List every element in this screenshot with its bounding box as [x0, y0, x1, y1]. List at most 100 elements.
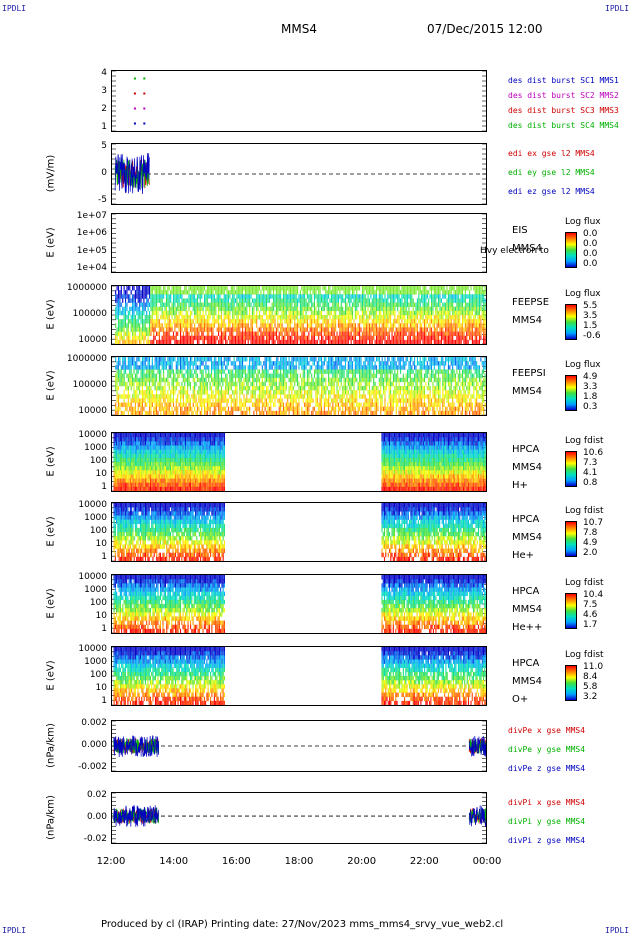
ytick-hpca_h: 1000: [47, 443, 107, 453]
colorbar-value-hpca_hepp: 1.7: [583, 620, 597, 630]
ytick-hpca_h: 1: [47, 482, 107, 492]
ytick-hpca_h: 10000: [47, 430, 107, 440]
colorbar-value-eis: 0.0: [583, 229, 597, 239]
colorbar-feepsi: [565, 375, 577, 411]
plot-divpe: [112, 721, 486, 771]
instrument-feepse-0: FEEPSE: [512, 297, 549, 308]
ytick-eis: 1e+05: [47, 246, 107, 256]
colorbar-value-hpca_h: 10.6: [583, 448, 603, 458]
colorbar-value-feepsi: 3.3: [583, 382, 597, 392]
colorbar-value-hpca_h: 0.8: [583, 478, 597, 488]
plot-hpca_h: [112, 433, 486, 491]
plot-burst: [112, 71, 486, 131]
colorbar-value-hpca_he: 4.9: [583, 538, 597, 548]
panel-feepsi: [111, 356, 487, 416]
legend-divpe-2: divPe z gse MMS4: [508, 764, 585, 773]
ytick-feepsi: 1000000: [47, 354, 107, 364]
ytick-edi: 5: [47, 141, 107, 151]
colorbar-value-hpca_o: 5.8: [583, 682, 597, 692]
instrument-hpca_h-2: H+: [512, 480, 528, 491]
instrument-hpca_hepp-2: He++: [512, 622, 542, 633]
instrument-hpca_o-1: MMS4: [512, 676, 542, 687]
colorbar-hpca_h: [565, 451, 577, 487]
colorbar-title-feepse: Log flux: [565, 289, 601, 299]
burst-mark: [134, 123, 136, 125]
panel-edi: [111, 143, 487, 205]
panel-hpca_h: [111, 432, 487, 492]
panel-hpca_hepp: [111, 574, 487, 634]
panel-feepse: [111, 285, 487, 345]
burst-mark: [143, 123, 145, 125]
colorbar-value-hpca_hepp: 4.6: [583, 610, 597, 620]
ytick-divpi: 0.02: [47, 790, 107, 800]
instrument-hpca_he-1: MMS4: [512, 532, 542, 543]
instrument-feepsi-1: MMS4: [512, 386, 542, 397]
plot-feepsi: [112, 357, 486, 415]
date-title: 07/Dec/2015 12:00: [427, 22, 543, 36]
ytick-burst: 1: [47, 122, 107, 132]
ytick-divpe: 0.000: [47, 740, 107, 750]
ytick-burst: 2: [47, 104, 107, 114]
instrument-hpca_o-0: HPCA: [512, 658, 539, 669]
colorbar-title-eis: Log flux: [565, 217, 601, 227]
legend-edi-1: edi ey gse l2 MMS4: [508, 168, 595, 177]
instrument-hpca_h-0: HPCA: [512, 444, 539, 455]
ytick-feepsi: 100000: [47, 380, 107, 390]
instrument-hpca_h-1: MMS4: [512, 462, 542, 473]
legend-edi-2: edi ez gse l2 MMS4: [508, 187, 595, 196]
burst-mark: [143, 108, 145, 110]
instrument-hpca_he-2: He+: [512, 550, 534, 561]
legend-burst-0: des dist burst SC1 MMS1: [508, 76, 619, 85]
ytick-hpca_he: 10000: [47, 500, 107, 510]
legend-burst-2: des dist burst SC3 MMS3: [508, 106, 619, 115]
ytick-hpca_o: 10: [47, 683, 107, 693]
colorbar-value-feepsi: 0.3: [583, 402, 597, 412]
ytick-hpca_hepp: 1: [47, 624, 107, 634]
ytick-hpca_o: 1000: [47, 657, 107, 667]
ytick-hpca_he: 10: [47, 539, 107, 549]
colorbar-value-eis: 0.0: [583, 249, 597, 259]
colorbar-eis: [565, 232, 577, 268]
instrument-eis-1: MMS4: [512, 243, 542, 254]
ytick-hpca_hepp: 10: [47, 611, 107, 621]
ytick-hpca_hepp: 1000: [47, 585, 107, 595]
colorbar-value-hpca_o: 11.0: [583, 662, 603, 672]
ytick-divpi: -0.02: [47, 834, 107, 844]
colorbar-value-eis: 0.0: [583, 239, 597, 249]
footer-text: Produced by cl (IRAP) Printing date: 27/…: [101, 919, 503, 930]
colorbar-value-hpca_he: 2.0: [583, 548, 597, 558]
colorbar-value-feepse: 5.5: [583, 301, 597, 311]
legend-burst-1: des dist burst SC2 MMS2: [508, 91, 619, 100]
ytick-hpca_h: 10: [47, 469, 107, 479]
ytick-hpca_he: 1000: [47, 513, 107, 523]
legend-divpi-1: divPi y gse MMS4: [508, 817, 585, 826]
burst-mark: [143, 93, 145, 95]
ytick-divpe: 0.002: [47, 718, 107, 728]
colorbar-title-hpca_h: Log fdist: [565, 436, 604, 446]
instrument-eis-0: EIS: [512, 225, 528, 236]
colorbar-value-feepsi: 1.8: [583, 392, 597, 402]
panel-divpe: [111, 720, 487, 772]
colorbar-hpca_o: [565, 665, 577, 701]
plot-edi: [112, 144, 486, 204]
ytick-hpca_h: 100: [47, 456, 107, 466]
ytick-hpca_hepp: 100: [47, 598, 107, 608]
colorbar-value-eis: 0.0: [583, 259, 597, 269]
ytick-feepse: 100000: [47, 309, 107, 319]
colorbar-value-feepse: -0.6: [583, 331, 601, 341]
colorbar-title-hpca_hepp: Log fdist: [565, 578, 604, 588]
ytick-burst: 4: [47, 68, 107, 78]
colorbar-value-hpca_he: 7.8: [583, 528, 597, 538]
ytick-eis: 1e+04: [47, 263, 107, 273]
instrument-feepse-1: MMS4: [512, 315, 542, 326]
instrument-feepsi-0: FEEPSI: [512, 368, 546, 379]
ytick-hpca_o: 100: [47, 670, 107, 680]
colorbar-value-hpca_h: 7.3: [583, 458, 597, 468]
colorbar-value-hpca_o: 8.4: [583, 672, 597, 682]
legend-divpe-0: divPe x gse MMS4: [508, 726, 585, 735]
ytick-hpca_o: 10000: [47, 644, 107, 654]
instrument-hpca_o-2: O+: [512, 694, 528, 705]
instrument-hpca_hepp-0: HPCA: [512, 586, 539, 597]
panel-eis: [111, 213, 487, 273]
plot-divpi: [112, 793, 486, 843]
